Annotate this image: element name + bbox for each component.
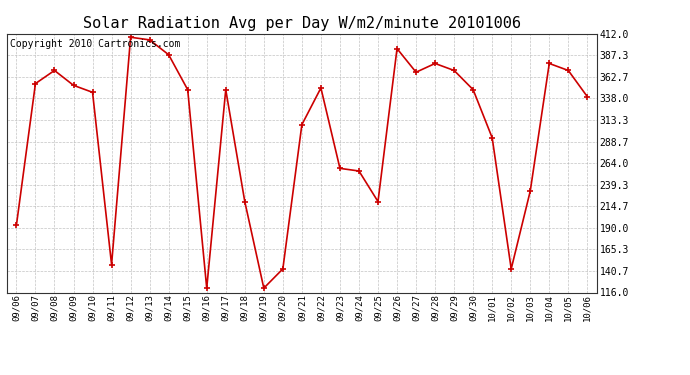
- Title: Solar Radiation Avg per Day W/m2/minute 20101006: Solar Radiation Avg per Day W/m2/minute …: [83, 16, 521, 31]
- Text: Copyright 2010 Cartronics.com: Copyright 2010 Cartronics.com: [10, 39, 180, 49]
